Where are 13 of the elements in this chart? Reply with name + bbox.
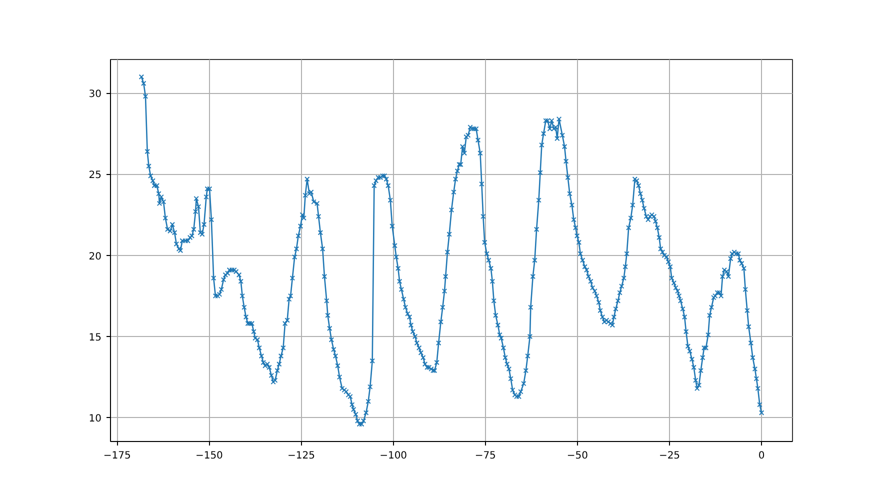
y-tick-label: 30 [88,89,102,100]
y-tick-label: 15 [88,332,102,344]
y-tick-label: 25 [88,170,102,182]
y-tick-label: 20 [88,251,102,262]
x-tick-label: 0 [758,450,765,462]
x-tick-label: −75 [474,450,496,462]
x-tick-label: −100 [380,450,408,462]
x-tick-label: −50 [566,450,588,462]
x-tick-label: −125 [288,450,315,462]
x-tick-label: −150 [195,450,223,462]
x-tick-label: −25 [658,450,680,462]
x-tick-label: −175 [103,450,131,462]
y-tick-label: 10 [88,414,102,425]
